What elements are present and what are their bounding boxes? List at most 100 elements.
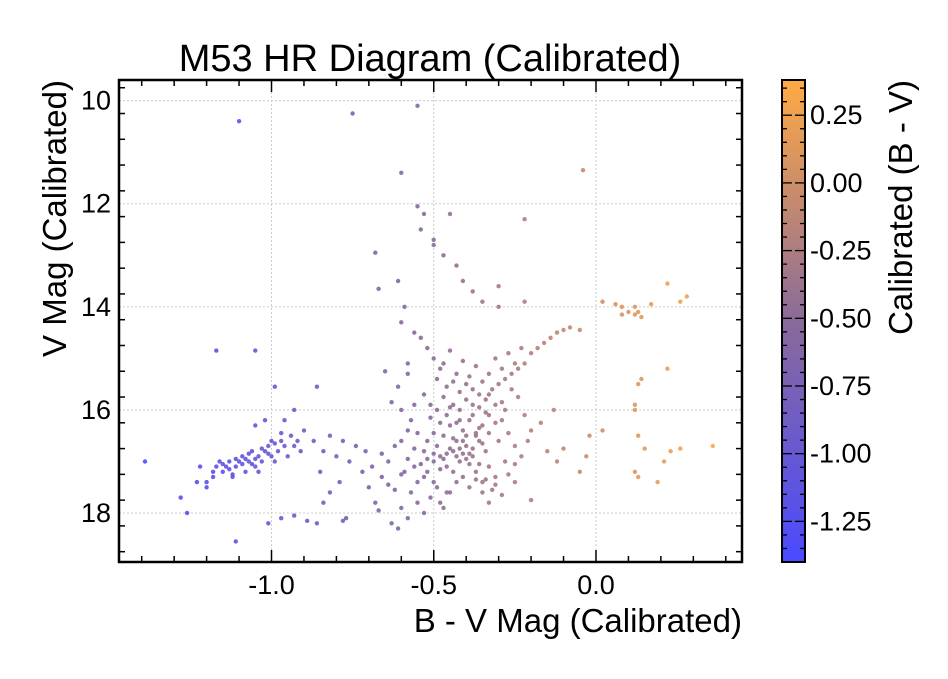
data-point — [451, 469, 456, 474]
data-point — [425, 456, 430, 462]
data-point — [499, 418, 505, 423]
data-point — [639, 376, 644, 382]
data-point — [425, 345, 430, 351]
data-point — [447, 405, 453, 410]
data-point — [399, 320, 404, 325]
data-point — [522, 217, 527, 222]
data-point — [454, 438, 459, 444]
data-point — [266, 521, 271, 526]
data-point — [314, 521, 320, 526]
data-point — [632, 407, 638, 413]
data-point — [262, 418, 268, 423]
data-point — [499, 400, 505, 405]
data-point — [253, 348, 258, 353]
data-point — [447, 423, 453, 428]
data-point — [467, 418, 472, 423]
data-point — [636, 433, 641, 438]
data-point — [259, 446, 264, 451]
data-point — [415, 204, 420, 209]
data-point — [415, 430, 420, 436]
data-point — [506, 472, 511, 477]
data-point — [460, 428, 466, 433]
data-point — [214, 348, 219, 353]
data-point — [584, 454, 589, 459]
data-point — [554, 459, 560, 464]
data-point — [298, 449, 303, 454]
data-point — [431, 356, 436, 361]
data-point — [467, 485, 472, 490]
data-point — [577, 469, 582, 474]
colorbar-tick-label: 0.00 — [810, 168, 863, 198]
data-point — [253, 423, 258, 428]
data-point — [373, 250, 378, 255]
data-point — [665, 281, 670, 286]
data-point — [493, 420, 498, 425]
data-point — [142, 459, 148, 464]
data-point — [373, 500, 378, 505]
data-point — [249, 461, 255, 467]
data-point — [480, 479, 485, 485]
data-point — [457, 459, 462, 464]
data-point — [477, 425, 482, 431]
data-point — [464, 443, 469, 449]
data-point — [519, 454, 524, 459]
data-point — [292, 513, 297, 518]
data-point — [197, 464, 203, 469]
data-point — [541, 340, 547, 346]
data-point — [561, 327, 566, 333]
data-point — [259, 459, 264, 464]
data-point — [444, 451, 449, 456]
data-point — [493, 356, 498, 361]
data-point — [528, 497, 534, 503]
colorbar-tick-label: -1.00 — [810, 439, 872, 469]
data-point — [710, 443, 715, 449]
data-point — [496, 381, 501, 387]
data-point — [519, 345, 524, 351]
data-point — [477, 392, 482, 397]
x-tick-label: -1.0 — [248, 570, 295, 600]
data-point — [561, 446, 566, 451]
colorbar-gradient — [781, 79, 806, 563]
data-point — [470, 387, 475, 392]
data-point — [204, 479, 209, 485]
data-point — [473, 430, 479, 436]
data-point — [379, 451, 384, 456]
data-point — [210, 474, 216, 480]
data-point — [438, 420, 443, 425]
data-point — [632, 312, 638, 317]
data-point — [483, 449, 488, 454]
data-point — [467, 374, 472, 379]
data-point — [490, 487, 495, 492]
data-point — [253, 456, 258, 462]
data-point — [412, 330, 417, 335]
data-point — [204, 485, 209, 490]
data-point — [399, 170, 404, 175]
data-point — [340, 518, 346, 523]
data-point — [434, 407, 440, 413]
data-point — [233, 464, 238, 469]
y-tick-label: 10 — [81, 86, 111, 116]
data-point — [275, 449, 281, 454]
data-point — [496, 284, 501, 289]
data-point — [360, 469, 365, 474]
data-point — [194, 479, 200, 485]
data-point — [457, 418, 462, 423]
data-point — [220, 469, 225, 474]
data-point — [470, 454, 475, 459]
data-point — [457, 446, 462, 451]
data-point — [178, 495, 183, 500]
data-point — [493, 482, 498, 487]
data-point — [431, 430, 436, 436]
data-point — [522, 361, 527, 366]
data-point — [496, 438, 501, 444]
data-point — [256, 469, 261, 474]
data-point — [389, 400, 394, 405]
data-point — [227, 459, 232, 464]
data-point — [249, 449, 255, 454]
data-point — [545, 449, 550, 454]
data-point — [337, 479, 342, 485]
data-point — [421, 211, 427, 217]
data-point — [460, 451, 466, 456]
data-point — [577, 327, 582, 333]
